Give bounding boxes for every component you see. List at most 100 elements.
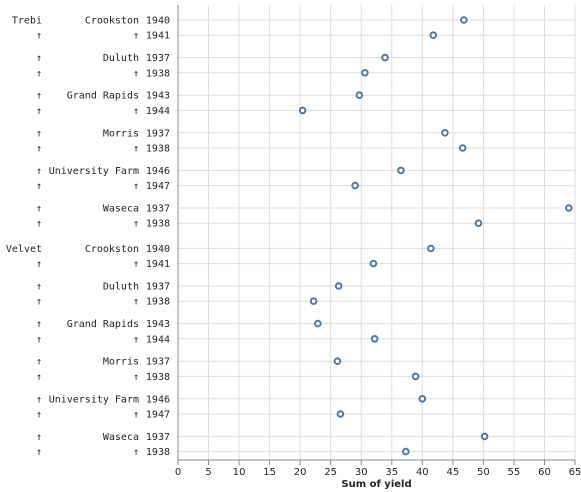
data-point (336, 410, 345, 418)
x-tick-label: 50 (477, 467, 490, 478)
data-point (361, 69, 369, 77)
row-variety-label: ↑ (36, 53, 42, 64)
data-point (351, 181, 359, 190)
row-year-label: 1943 (146, 91, 170, 102)
x-axis-title: Sum of yield (341, 479, 411, 490)
row-site-label: Crookston (85, 16, 139, 27)
data-point (565, 204, 573, 212)
grid (177, 5, 576, 460)
row-variety-label: ↑ (36, 372, 42, 383)
row-year-label: 1944 (146, 334, 170, 345)
row-year-label: 1937 (146, 357, 170, 368)
row-variety-label: ↑ (36, 447, 42, 458)
row-site-label: ↑ (133, 68, 139, 79)
x-tick-label: 20 (294, 467, 307, 478)
row-year-label: 1937 (146, 53, 170, 64)
x-tick-label: 55 (508, 467, 521, 478)
row-site-label: ↑ (133, 334, 139, 345)
row-year-label: 1946 (146, 394, 170, 405)
row-year-label: 1944 (146, 106, 170, 117)
row-variety-label: ↑ (36, 357, 42, 368)
data-point (397, 166, 405, 175)
row-year-label: 1938 (146, 219, 170, 230)
row-year-label: 1937 (146, 282, 170, 293)
row-year-label: 1938 (146, 68, 170, 79)
row-variety-label: ↑ (36, 128, 42, 139)
row-variety-label: ↑ (36, 181, 42, 192)
data-point (427, 244, 435, 253)
row-year-label: 1947 (146, 181, 170, 192)
data-point (309, 297, 318, 306)
x-tick-label: 40 (416, 467, 429, 478)
row-labels: Trebi Crookston 1940 ↑ ↑ 1941 ↑ Duluth 1937 ↑ ↑ 193… (6, 16, 170, 459)
row-site-label: ↑ (133, 297, 139, 308)
x-tick-label: 65 (569, 467, 581, 478)
row-variety-label: Velvet (6, 244, 42, 255)
row-site-label: Morris (103, 357, 139, 368)
data-point (298, 106, 307, 115)
data-point (355, 91, 364, 99)
row-variety-label: ↑ (36, 204, 42, 215)
row-variety-label: ↑ (36, 68, 42, 79)
data-point (480, 432, 489, 441)
row-variety-label: ↑ (36, 259, 42, 270)
row-year-label: 1937 (146, 204, 170, 215)
x-tick-label: 60 (538, 467, 551, 478)
row-variety-label: ↑ (36, 31, 42, 42)
data-point (369, 259, 378, 268)
row-site-label: ↑ (133, 447, 139, 458)
x-tick-label: 10 (233, 467, 246, 478)
row-variety-label: ↑ (36, 394, 42, 405)
row-site-label: ↑ (133, 144, 139, 155)
data-point (460, 16, 468, 24)
row-year-label: 1938 (146, 372, 170, 383)
row-variety-label: ↑ (36, 91, 42, 102)
row-site-label: ↑ (133, 410, 139, 421)
row-site-label: ↑ (133, 259, 139, 270)
data-point (441, 129, 449, 137)
row-year-label: 1937 (146, 128, 170, 139)
x-tick-label: 25 (324, 467, 337, 478)
x-tick-label: 35 (385, 467, 398, 478)
row-variety-label: ↑ (36, 334, 42, 345)
row-year-label: 1941 (146, 31, 170, 42)
points (298, 16, 573, 456)
data-point (402, 447, 410, 456)
row-site-label: ↑ (133, 106, 139, 117)
row-year-label: 1941 (146, 259, 170, 270)
row-site-label: ↑ (133, 31, 139, 42)
data-point (381, 53, 389, 62)
row-year-label: 1940 (146, 244, 170, 255)
row-site-label: ↑ (133, 219, 139, 230)
x-tick-label: 0 (175, 467, 181, 478)
row-variety-label: ↑ (36, 319, 42, 330)
row-year-label: 1938 (146, 447, 170, 458)
data-point (314, 319, 322, 328)
row-site-label: ↑ (133, 181, 139, 192)
row-variety-label: ↑ (36, 410, 42, 421)
row-site-label: Grand Rapids (67, 91, 139, 102)
row-variety-label: ↑ (36, 166, 42, 177)
data-point (370, 335, 379, 343)
row-site-label: Morris (103, 128, 139, 139)
row-variety-label: ↑ (36, 282, 42, 293)
row-site-label: Duluth (103, 282, 139, 293)
x-tick-label: 5 (205, 467, 211, 478)
row-site-label: University Farm (49, 394, 139, 405)
data-point (411, 372, 420, 381)
row-variety-label: ↑ (36, 106, 42, 117)
row-year-label: 1946 (146, 166, 170, 177)
data-point (333, 357, 342, 366)
row-year-label: 1937 (146, 432, 170, 443)
row-year-label: 1938 (146, 297, 170, 308)
data-point (429, 31, 438, 40)
row-site-label: Crookston (85, 244, 139, 255)
row-year-label: 1940 (146, 16, 170, 27)
data-point (418, 395, 427, 403)
x-tick-label: 45 (446, 467, 459, 478)
row-variety-label: ↑ (36, 219, 42, 230)
row-site-label: ↑ (133, 372, 139, 383)
x-axis: 0 5 10 15 20 25 30 35 40 45 50 55 60 65 (175, 5, 581, 478)
row-site-label: Duluth (103, 53, 139, 64)
row-year-label: 1938 (146, 144, 170, 155)
